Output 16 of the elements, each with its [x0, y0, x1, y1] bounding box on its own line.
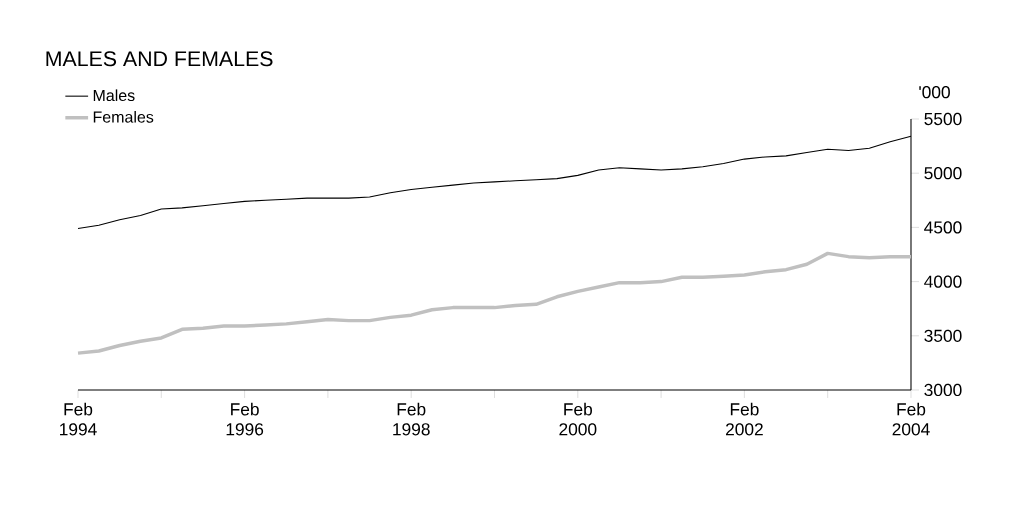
y-tick-label: 4000	[924, 275, 962, 288]
y-tick-label: 5500	[924, 112, 962, 126]
legend-label: Females	[93, 110, 154, 123]
x-tick-label: Feb 2000	[559, 402, 597, 436]
x-tick-label: Feb 2002	[726, 402, 763, 436]
y-axis-title: '000	[919, 86, 950, 99]
y-tick-label: 5000	[924, 167, 962, 180]
x-tick-label: Feb 2004	[892, 402, 930, 436]
y-tick-label: 3500	[924, 329, 962, 342]
x-tick-label: Feb 1998	[393, 402, 430, 436]
x-tick-label: Feb 1996	[226, 402, 264, 436]
y-tick-label: 4500	[924, 221, 962, 234]
y-tick-label: 3000	[924, 383, 962, 397]
chart-title: MALES AND FEMALES	[46, 51, 273, 67]
x-tick-label: Feb 1994	[60, 402, 97, 436]
legend-label: Males	[93, 89, 135, 102]
